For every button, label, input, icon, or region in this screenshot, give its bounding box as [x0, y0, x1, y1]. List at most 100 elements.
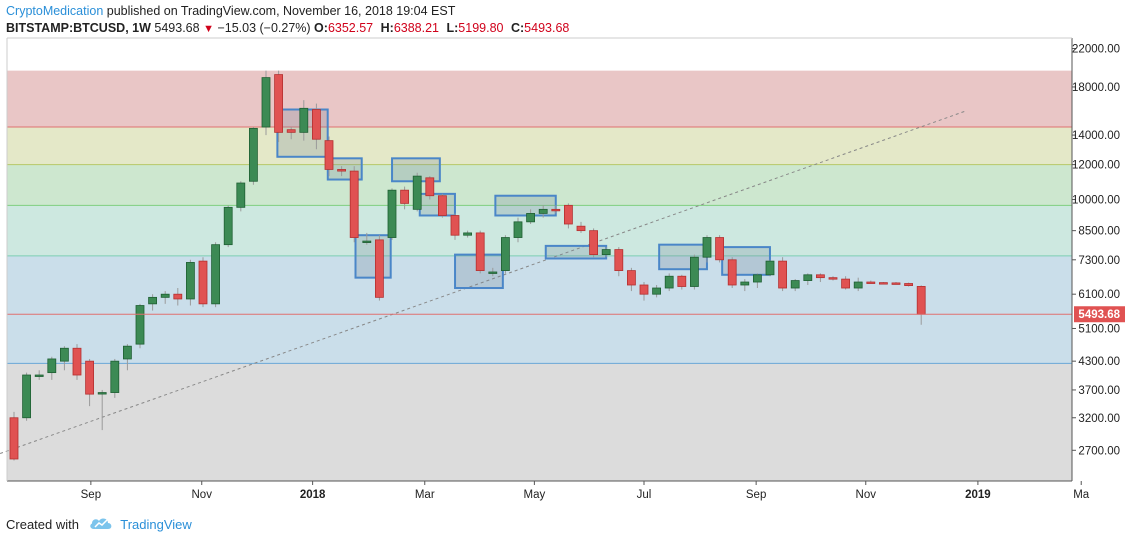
last-price-tag-label: 5493.68 [1078, 309, 1120, 321]
candle-body [538, 208, 548, 214]
candle-body [261, 77, 271, 128]
candle-body [123, 345, 132, 360]
candle-body [816, 274, 825, 279]
candle-body [866, 281, 876, 284]
candle-body [198, 260, 208, 305]
x-tick-label: Nov [192, 489, 213, 501]
candle-body [412, 175, 422, 210]
y-tick-label: 5100.00 [1078, 323, 1120, 335]
fib-zone-2 [7, 127, 1072, 165]
candle-body [765, 260, 775, 276]
consolidation-box-9 [658, 243, 708, 271]
consolidation-box-5 [418, 192, 456, 217]
candle-body [22, 374, 32, 419]
candle-body [841, 278, 850, 289]
candle-body [828, 277, 838, 280]
candle-body [160, 293, 170, 298]
last-price: 5493.68 [154, 21, 200, 35]
candle-body [589, 230, 598, 256]
candle-body [702, 237, 712, 258]
candle-body [677, 275, 687, 287]
candle-body [450, 215, 460, 236]
tradingview-brand[interactable]: TradingView [120, 517, 192, 532]
candle-body [879, 282, 888, 285]
fib-zone-3 [7, 164, 1072, 206]
candle-body [664, 275, 674, 289]
y-tick-label: 18000.00 [1072, 82, 1120, 94]
candle-body [463, 232, 473, 236]
candle-body [437, 195, 447, 216]
candle-body [299, 107, 309, 133]
candle-body [526, 213, 535, 223]
candle-body [135, 305, 145, 345]
close-value: 5493.68 [524, 21, 570, 35]
candle-body [400, 189, 410, 204]
price-change: −15.03 (−0.27%) [217, 21, 311, 35]
x-tick-label: Ma [1073, 489, 1090, 501]
candle-body [85, 360, 94, 395]
x-tick-label: 2018 [300, 489, 326, 501]
candle-body [891, 282, 901, 285]
candle-body [853, 281, 863, 289]
published-text: published on TradingView.com, November 1… [106, 4, 456, 18]
close-label: C: [510, 21, 525, 35]
price-chart[interactable]: 22000.00 18000.00 14000.00 12000.00 10000.00… [0, 0, 1137, 510]
candle-body [185, 262, 195, 300]
candle-body [488, 271, 498, 274]
candle-body [500, 237, 510, 271]
created-with-text: Created with [6, 517, 79, 532]
candle-body [778, 260, 787, 289]
candle-body [551, 208, 561, 212]
y-tick-label: 2700.00 [1078, 445, 1120, 457]
y-tick-label: 3200.00 [1078, 413, 1120, 425]
candle-body [387, 189, 397, 238]
candle-body [601, 249, 611, 256]
candle-body [904, 283, 913, 286]
symbol-name[interactable]: BITSTAMP:BTCUSD, 1W [6, 21, 151, 35]
fib-zone-1 [7, 70, 1072, 128]
candle-body [627, 270, 636, 286]
y-tick-label: 14000.00 [1072, 130, 1120, 142]
candle-body [715, 237, 724, 261]
candle-body [614, 249, 624, 271]
y-tick-label: 7300.00 [1078, 255, 1120, 267]
y-tick-label: 6100.00 [1078, 289, 1120, 301]
high-value: 6388.21 [393, 21, 439, 35]
candle-body [173, 293, 183, 300]
candle-body [97, 392, 107, 395]
candle-body [475, 232, 485, 271]
candle-body [374, 239, 384, 298]
candle-body [211, 244, 221, 305]
candle-body [753, 274, 762, 283]
candle-body [34, 374, 44, 377]
candle-body [425, 177, 435, 197]
candle-body [576, 225, 586, 232]
consolidation-box-3 [354, 234, 392, 279]
x-tick-label: Mar [415, 489, 435, 501]
candle-body [349, 170, 359, 238]
candle-body [513, 221, 523, 238]
candle-body [248, 127, 258, 182]
y-tick-label: 4300.00 [1078, 356, 1120, 368]
tradingview-cloud-icon [89, 516, 113, 535]
high-label: H: [380, 21, 394, 35]
candle-body [110, 360, 120, 393]
y-tick-label: 10000.00 [1072, 195, 1120, 207]
publish-line: CryptoMedication published on TradingVie… [6, 3, 1126, 20]
candle-body [740, 281, 750, 286]
trendline [0, 110, 967, 455]
candle-body [274, 74, 284, 133]
candle-body [916, 286, 926, 315]
publisher-name[interactable]: CryptoMedication [6, 4, 104, 18]
candle-body [362, 240, 372, 243]
candle-body [803, 274, 813, 281]
candle-body [727, 259, 737, 286]
symbol-line: BITSTAMP:BTCUSD, 1W 5493.68 ▼ −15.03 (−0… [6, 20, 1126, 37]
down-arrow-icon: ▼ [203, 23, 214, 35]
last-price-tag [1074, 306, 1125, 323]
candle-body [9, 417, 19, 460]
x-tick-label: May [524, 489, 546, 501]
candle-body [236, 182, 246, 208]
candle-body [60, 347, 69, 362]
footer: Created with TradingView [6, 516, 192, 534]
